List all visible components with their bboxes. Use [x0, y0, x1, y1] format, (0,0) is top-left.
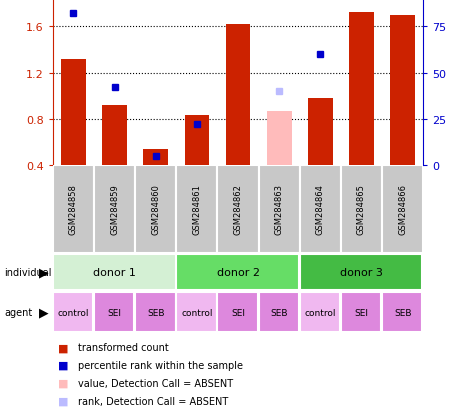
Bar	[176, 292, 216, 332]
Text: donor 3: donor 3	[339, 267, 382, 277]
Text: donor 1: donor 1	[93, 267, 136, 277]
Bar	[340, 166, 381, 254]
Text: GSM284864: GSM284864	[315, 184, 324, 235]
Bar	[225, 25, 250, 166]
Bar	[135, 166, 176, 254]
Text: percentile rank within the sample: percentile rank within the sample	[78, 360, 243, 370]
Bar	[258, 292, 298, 332]
Bar	[389, 16, 414, 166]
Text: GSM284865: GSM284865	[356, 184, 365, 235]
Text: control: control	[304, 308, 336, 317]
Bar	[176, 254, 298, 290]
Text: control: control	[181, 308, 212, 317]
Text: ■: ■	[57, 342, 68, 352]
Text: GSM284858: GSM284858	[69, 184, 78, 235]
Text: SEB: SEB	[270, 308, 287, 317]
Bar	[135, 292, 175, 332]
Text: ■: ■	[57, 360, 68, 370]
Bar	[61, 59, 86, 166]
Bar	[94, 292, 134, 332]
Text: SEI: SEI	[107, 308, 121, 317]
Text: ▶: ▶	[39, 266, 48, 279]
Bar	[53, 254, 175, 290]
Text: GSM284866: GSM284866	[397, 184, 406, 235]
Text: agent: agent	[5, 307, 33, 317]
Bar	[258, 166, 299, 254]
Text: GSM284860: GSM284860	[151, 184, 160, 235]
Bar	[381, 292, 421, 332]
Text: GSM284861: GSM284861	[192, 184, 201, 235]
Text: SEB: SEB	[393, 308, 410, 317]
Bar	[381, 166, 422, 254]
Bar	[340, 292, 381, 332]
Bar	[299, 254, 421, 290]
Bar	[266, 112, 291, 166]
Text: individual: individual	[5, 267, 52, 277]
Bar	[299, 292, 339, 332]
Bar	[53, 166, 94, 254]
Text: SEI: SEI	[230, 308, 245, 317]
Text: SEI: SEI	[354, 308, 368, 317]
Bar	[217, 292, 257, 332]
Bar	[348, 13, 373, 166]
Bar	[143, 150, 168, 166]
Bar	[176, 166, 217, 254]
Bar	[102, 106, 127, 166]
Bar	[184, 116, 209, 166]
Text: rank, Detection Call = ABSENT: rank, Detection Call = ABSENT	[78, 396, 228, 406]
Text: ▶: ▶	[39, 306, 48, 319]
Bar	[217, 166, 258, 254]
Text: transformed count: transformed count	[78, 342, 168, 352]
Text: control: control	[57, 308, 89, 317]
Bar	[53, 292, 93, 332]
Text: SEB: SEB	[147, 308, 164, 317]
Bar	[308, 99, 332, 166]
Text: GSM284863: GSM284863	[274, 184, 283, 235]
Text: value, Detection Call = ABSENT: value, Detection Call = ABSENT	[78, 378, 233, 388]
Bar	[94, 166, 135, 254]
Text: GSM284859: GSM284859	[110, 184, 119, 235]
Text: GSM284862: GSM284862	[233, 184, 242, 235]
Text: ■: ■	[57, 396, 68, 406]
Bar	[299, 166, 340, 254]
Text: ■: ■	[57, 378, 68, 388]
Text: donor 2: donor 2	[216, 267, 259, 277]
